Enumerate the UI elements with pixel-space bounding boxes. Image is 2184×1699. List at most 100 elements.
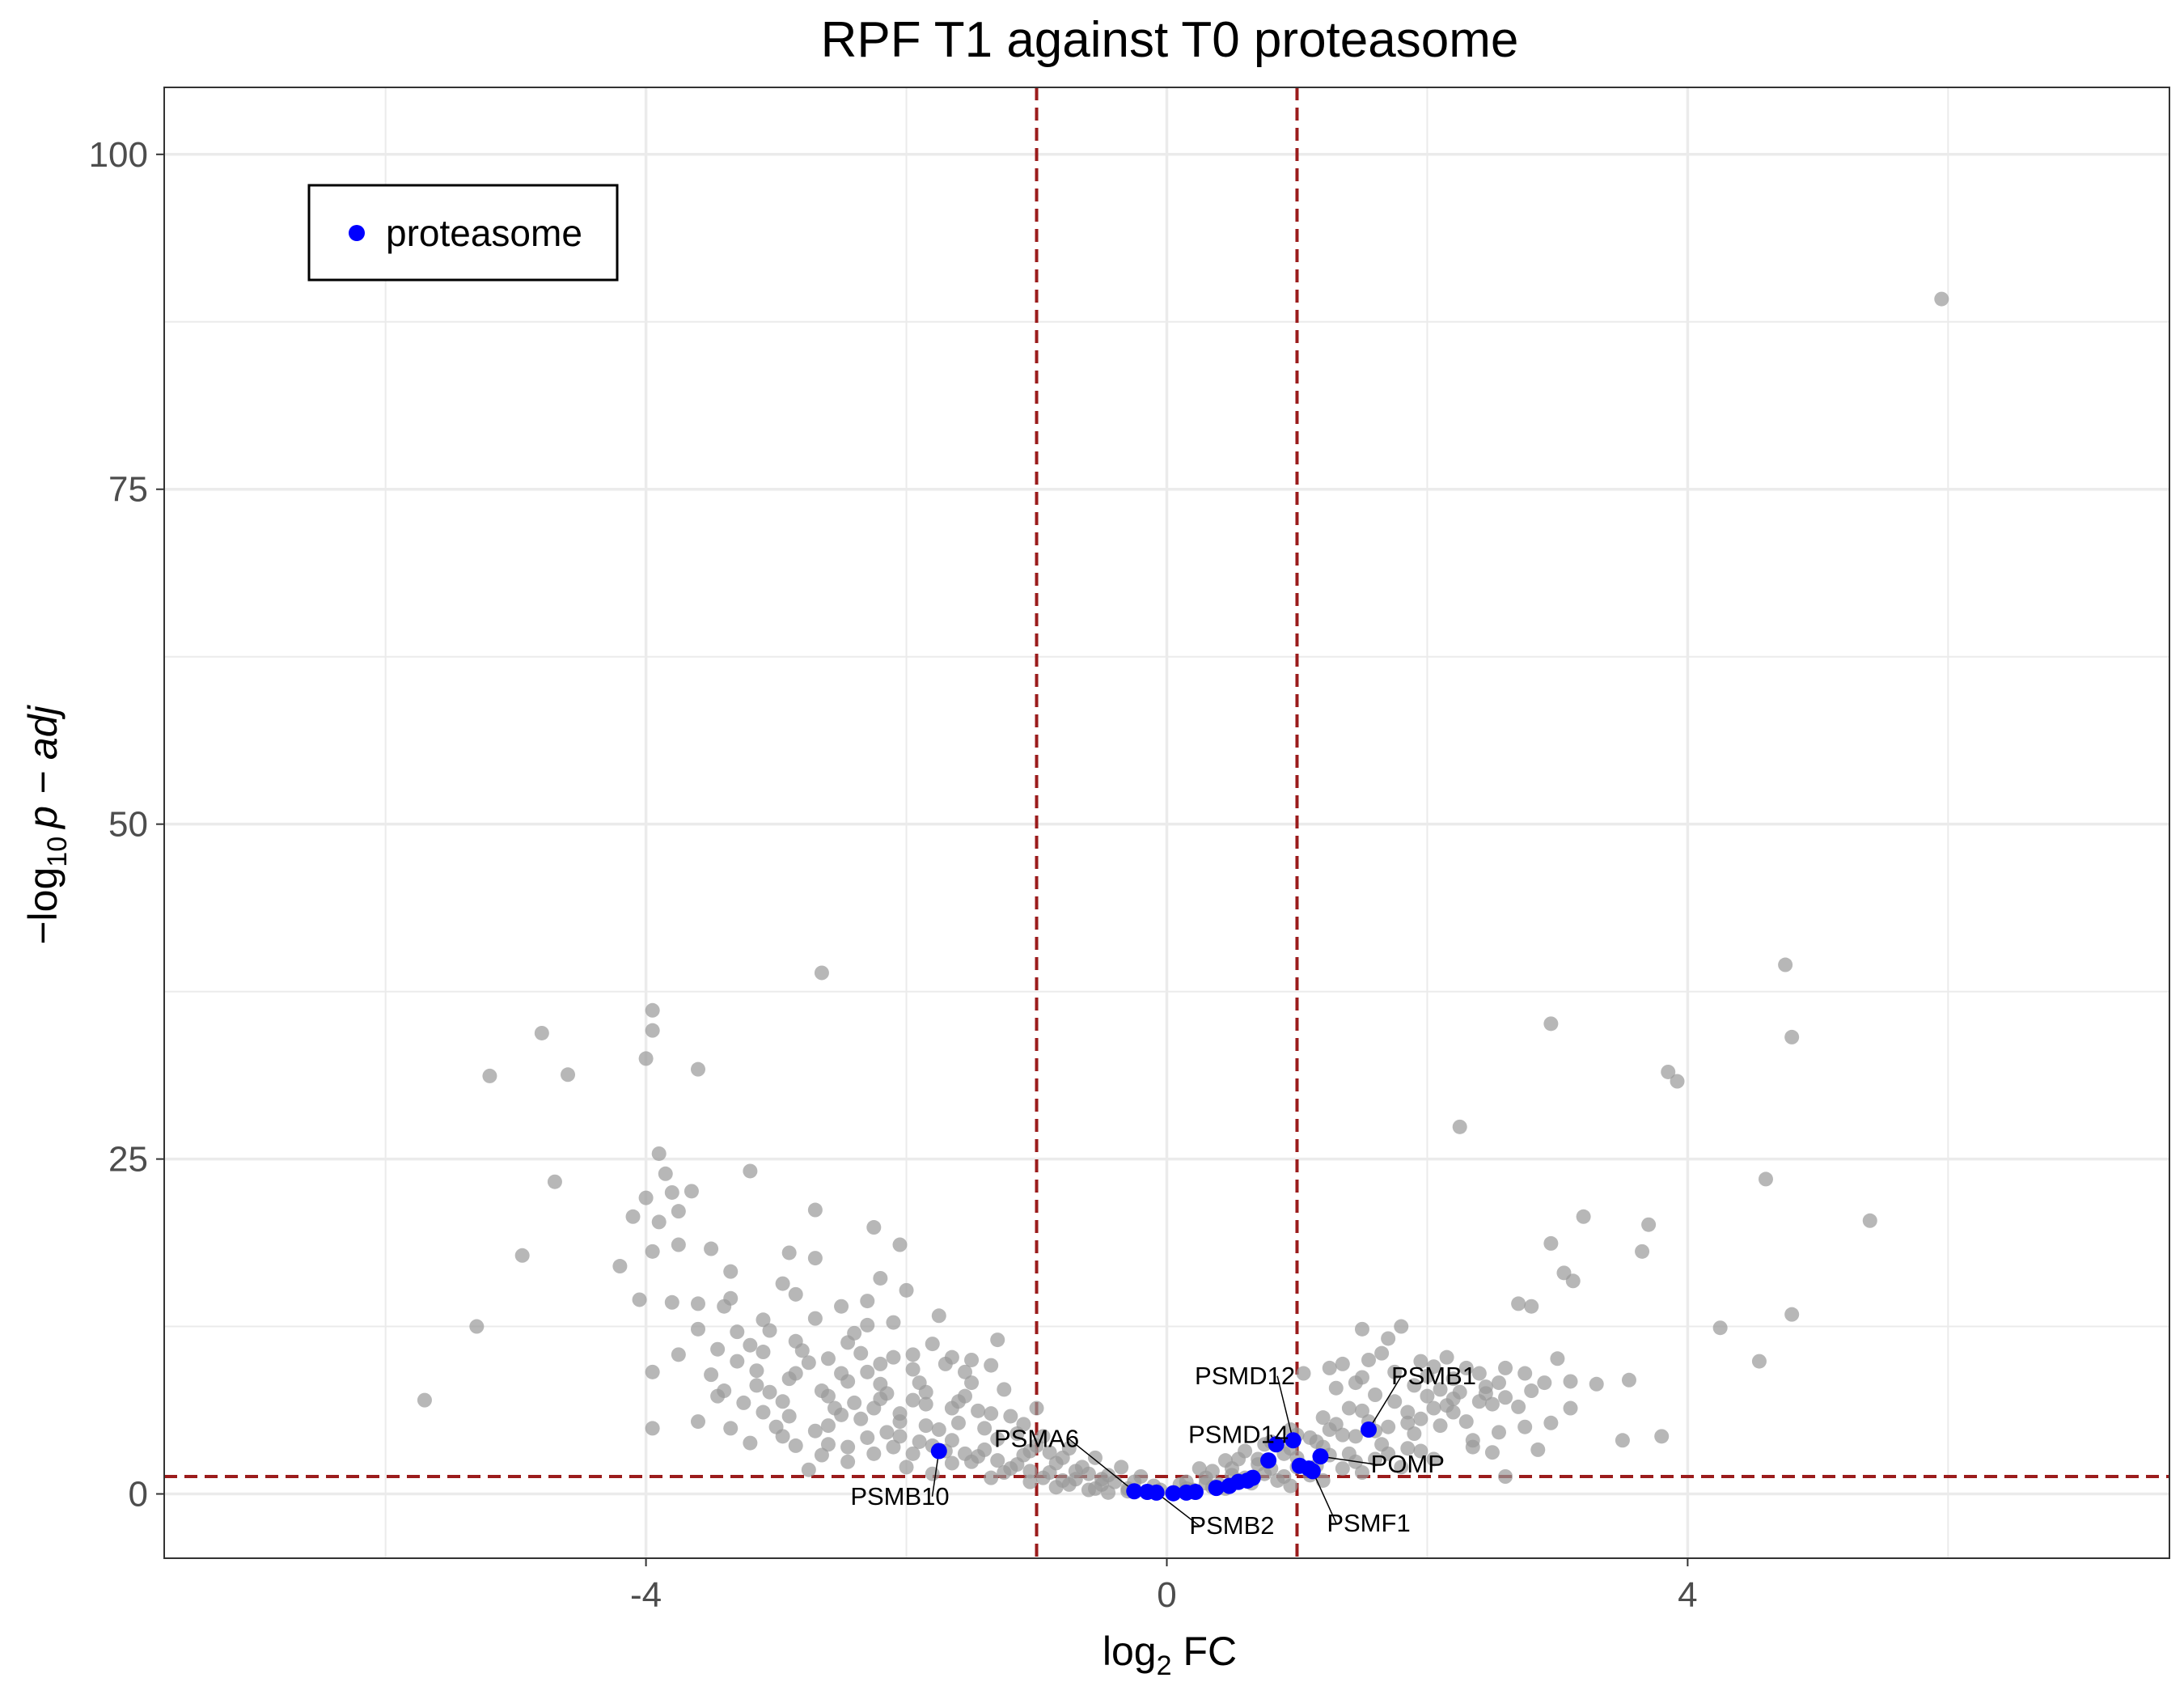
- gene-point: [710, 1341, 726, 1357]
- gene-point: [944, 1455, 959, 1471]
- gene-point: [788, 1333, 803, 1349]
- gene-point: [1061, 1441, 1077, 1456]
- gene-point: [1381, 1446, 1396, 1461]
- gene-point: [469, 1319, 485, 1334]
- gene-point: [1426, 1451, 1441, 1467]
- gene-point: [1381, 1331, 1396, 1346]
- gene-point: [964, 1352, 980, 1367]
- x-tick-label: 0: [1157, 1575, 1176, 1615]
- leader-line: [1320, 1455, 1376, 1465]
- gene-point: [886, 1315, 901, 1330]
- gene-point: [671, 1347, 686, 1362]
- gene-point: [1114, 1460, 1129, 1475]
- gene-point: [918, 1396, 933, 1412]
- x-tick-label: -4: [630, 1575, 662, 1615]
- legend-proteasome-marker: [349, 225, 365, 241]
- gene-point: [1387, 1394, 1403, 1409]
- gene-point: [788, 1438, 803, 1453]
- gene-point: [1387, 1364, 1403, 1379]
- gene-point: [807, 1202, 823, 1218]
- gene-point: [1309, 1434, 1324, 1449]
- gene-label-psmb10: PSMB10: [850, 1482, 949, 1510]
- gene-point: [1784, 1029, 1800, 1044]
- gene-point: [1439, 1349, 1454, 1365]
- gene-point: [977, 1421, 993, 1436]
- proteasome-point: [1148, 1484, 1165, 1501]
- gene-point: [899, 1460, 914, 1475]
- gene-point: [743, 1163, 758, 1179]
- proteasome-point: [1244, 1469, 1261, 1486]
- gene-point: [749, 1378, 764, 1393]
- gene-point: [807, 1311, 823, 1326]
- gene-point: [762, 1323, 777, 1338]
- legend-proteasome-label: proteasome: [386, 212, 582, 254]
- gene-point: [1433, 1418, 1448, 1434]
- gene-point: [814, 1447, 829, 1463]
- gene-point: [834, 1407, 849, 1422]
- gene-point: [886, 1349, 901, 1365]
- gene-point: [1621, 1372, 1636, 1388]
- gene-point: [762, 1384, 777, 1400]
- gene-point: [1296, 1366, 1311, 1381]
- gene-point: [612, 1259, 628, 1274]
- leader-line: [1312, 1471, 1337, 1524]
- gene-point: [1283, 1478, 1298, 1494]
- gene-point: [638, 1051, 654, 1066]
- gene-label-pomp: POMP: [1371, 1450, 1445, 1478]
- gene-point: [905, 1347, 921, 1362]
- gene-point: [866, 1446, 882, 1461]
- gene-point: [990, 1431, 1005, 1447]
- gene-point: [736, 1395, 751, 1410]
- gene-point: [977, 1442, 993, 1457]
- gene-point: [1563, 1374, 1578, 1389]
- gene-point: [645, 1023, 660, 1038]
- gene-point: [931, 1422, 946, 1438]
- proteasome-point: [1208, 1480, 1225, 1497]
- gene-point: [1407, 1426, 1422, 1442]
- gene-point: [1068, 1464, 1083, 1479]
- gene-point: [664, 1184, 679, 1200]
- gene-point: [860, 1317, 875, 1333]
- chart-title: RPF T1 against T0 proteasome: [821, 12, 1519, 68]
- x-axis-label: log2 FC: [1103, 1629, 1237, 1681]
- gene-point: [1394, 1319, 1409, 1334]
- gene-point: [1484, 1396, 1500, 1412]
- gene-point: [684, 1184, 699, 1199]
- gene-point: [905, 1446, 921, 1461]
- gene-point: [690, 1061, 705, 1077]
- gene-point: [1348, 1375, 1363, 1391]
- gene-point: [1511, 1296, 1526, 1311]
- gene-point: [1563, 1400, 1578, 1416]
- leader-line: [1069, 1438, 1135, 1492]
- gene-point: [866, 1400, 882, 1416]
- gene-point: [690, 1414, 705, 1430]
- gene-point: [756, 1405, 771, 1420]
- gene-point: [905, 1362, 921, 1377]
- gene-point: [1328, 1380, 1344, 1396]
- gene-point: [866, 1220, 882, 1235]
- gene-point: [1003, 1409, 1018, 1424]
- y-tick-label: 25: [108, 1140, 148, 1180]
- gene-point: [807, 1423, 823, 1438]
- gene-point: [853, 1411, 869, 1426]
- gene-point: [1322, 1422, 1337, 1438]
- gene-point: [1517, 1366, 1533, 1381]
- gene-point: [1354, 1465, 1369, 1481]
- gene-point: [781, 1371, 797, 1387]
- y-axis-label: −log10 p − adj: [20, 704, 73, 944]
- gene-point: [1374, 1345, 1390, 1361]
- gene-point: [873, 1356, 888, 1371]
- gene-point: [957, 1446, 972, 1461]
- threshold-lines: [164, 87, 2169, 1558]
- gene-point: [1458, 1414, 1474, 1430]
- gene-point: [723, 1290, 739, 1306]
- gene-point: [1445, 1371, 1461, 1387]
- gene-point: [1635, 1244, 1650, 1259]
- gene-point: [1498, 1390, 1513, 1405]
- gene-point: [768, 1419, 784, 1434]
- gene-point: [534, 1025, 549, 1040]
- gene-point: [664, 1294, 679, 1310]
- gene-point: [1491, 1425, 1506, 1440]
- gene-point: [807, 1251, 823, 1266]
- gene-point: [971, 1403, 986, 1418]
